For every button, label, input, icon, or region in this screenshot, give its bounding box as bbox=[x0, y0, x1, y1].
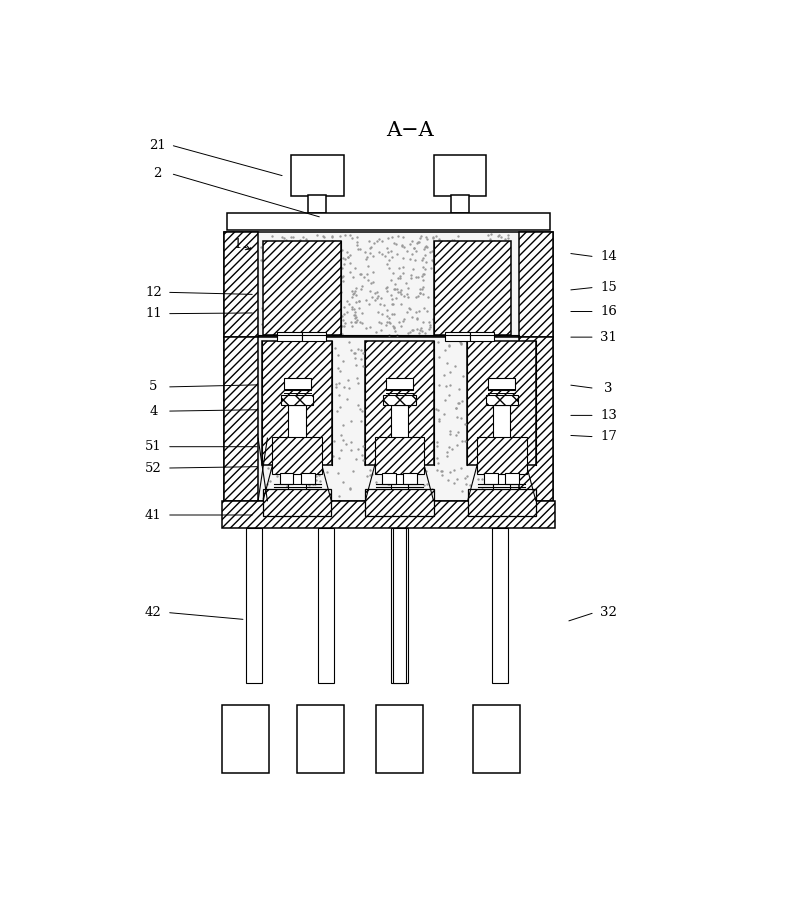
Bar bbox=[376, 705, 423, 772]
Text: 51: 51 bbox=[145, 440, 162, 453]
Bar bbox=[301, 473, 314, 484]
Text: 13: 13 bbox=[600, 409, 617, 422]
Bar bbox=[451, 195, 469, 213]
Bar bbox=[227, 213, 550, 230]
Bar bbox=[374, 437, 424, 474]
Bar bbox=[289, 406, 306, 508]
Text: 11: 11 bbox=[145, 307, 162, 320]
Bar bbox=[467, 341, 537, 465]
Text: 17: 17 bbox=[600, 431, 617, 444]
Bar bbox=[403, 473, 417, 484]
Bar bbox=[493, 406, 510, 508]
Text: 4: 4 bbox=[149, 405, 158, 418]
Bar bbox=[470, 332, 494, 341]
Text: 15: 15 bbox=[600, 281, 617, 294]
Bar bbox=[488, 378, 515, 391]
Bar bbox=[383, 395, 415, 406]
Bar bbox=[302, 332, 326, 341]
Bar bbox=[297, 705, 344, 772]
Bar bbox=[262, 341, 332, 465]
Bar bbox=[224, 337, 553, 501]
Bar bbox=[222, 501, 555, 528]
Bar bbox=[224, 232, 553, 337]
Bar bbox=[434, 241, 511, 335]
Text: 16: 16 bbox=[600, 305, 617, 318]
Bar bbox=[224, 337, 258, 501]
Bar bbox=[283, 378, 310, 391]
Bar bbox=[468, 489, 536, 516]
Bar bbox=[445, 332, 470, 341]
Bar bbox=[272, 437, 322, 474]
Text: 41: 41 bbox=[145, 508, 162, 521]
Bar bbox=[318, 528, 334, 683]
Bar bbox=[224, 232, 258, 337]
Bar bbox=[263, 489, 331, 516]
Bar bbox=[382, 473, 396, 484]
Bar bbox=[474, 705, 520, 772]
Text: 3: 3 bbox=[604, 382, 613, 395]
Text: 31: 31 bbox=[600, 331, 617, 344]
Text: 52: 52 bbox=[145, 462, 162, 475]
Bar bbox=[291, 155, 344, 196]
Text: 5: 5 bbox=[149, 381, 158, 394]
Text: 42: 42 bbox=[145, 606, 162, 619]
Bar bbox=[518, 337, 553, 501]
Bar bbox=[263, 241, 341, 335]
Bar bbox=[477, 437, 526, 474]
Bar bbox=[518, 232, 553, 337]
Bar bbox=[280, 473, 294, 484]
Text: 12: 12 bbox=[145, 286, 162, 298]
Bar bbox=[281, 395, 314, 406]
Text: 2: 2 bbox=[153, 167, 162, 180]
Bar bbox=[506, 473, 519, 484]
Bar bbox=[366, 489, 434, 516]
Bar bbox=[222, 705, 270, 772]
Text: 21: 21 bbox=[149, 139, 166, 152]
Bar bbox=[246, 528, 262, 683]
Bar bbox=[434, 155, 486, 196]
Bar bbox=[365, 341, 434, 465]
Bar bbox=[485, 473, 498, 484]
Text: 1: 1 bbox=[234, 238, 242, 251]
Text: 32: 32 bbox=[600, 606, 617, 619]
Bar bbox=[308, 195, 326, 213]
Bar bbox=[492, 528, 508, 683]
Text: 14: 14 bbox=[600, 250, 617, 263]
Bar bbox=[391, 528, 407, 683]
Bar bbox=[386, 378, 413, 391]
Bar bbox=[486, 395, 518, 406]
Text: A−A: A−A bbox=[386, 121, 434, 140]
Bar bbox=[277, 332, 302, 341]
Bar bbox=[394, 528, 406, 683]
Bar bbox=[390, 406, 408, 508]
